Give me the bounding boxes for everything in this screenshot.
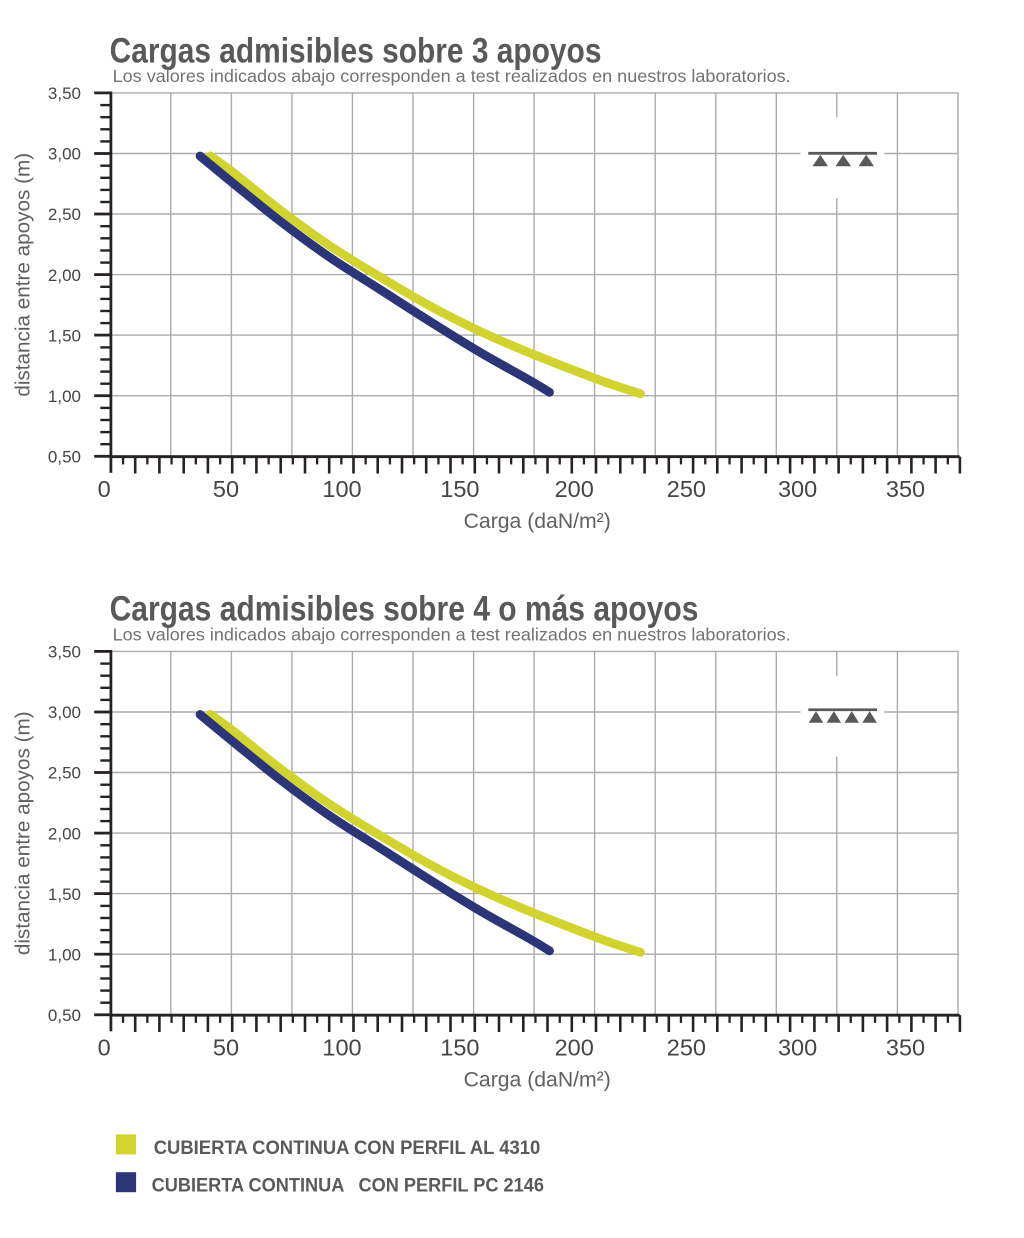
svg-text:300: 300: [778, 476, 817, 502]
svg-text:3,00: 3,00: [48, 145, 81, 164]
svg-text:3,50: 3,50: [48, 643, 81, 662]
svg-text:0,50: 0,50: [48, 1006, 81, 1025]
svg-text:Los valores indicados abajo co: Los valores indicados abajo corresponden…: [113, 625, 791, 645]
svg-text:3,00: 3,00: [48, 703, 81, 722]
svg-text:1,00: 1,00: [48, 387, 81, 406]
svg-text:100: 100: [322, 1035, 361, 1061]
svg-text:2,00: 2,00: [48, 266, 81, 285]
svg-text:Cargas admisibles sobre 3 apoy: Cargas admisibles sobre 3 apoyos: [110, 31, 602, 70]
svg-text:2,00: 2,00: [48, 824, 81, 843]
svg-text:50: 50: [213, 476, 239, 502]
svg-text:3,50: 3,50: [48, 84, 81, 103]
svg-text:250: 250: [667, 1035, 706, 1061]
svg-text:50: 50: [213, 1035, 239, 1061]
svg-text:0: 0: [98, 476, 111, 502]
svg-text:200: 200: [555, 476, 594, 502]
svg-text:CUBIERTA CONTINUA CON PERFIL: CUBIERTA CONTINUA CON PERFIL PC 2146: [152, 1174, 544, 1195]
svg-text:350: 350: [886, 476, 925, 502]
svg-text:250: 250: [667, 476, 706, 502]
svg-text:Carga (daN/m²): Carga (daN/m²): [464, 1069, 611, 1092]
svg-text:1,00: 1,00: [48, 945, 81, 964]
svg-text:0,50: 0,50: [48, 448, 81, 467]
svg-text:200: 200: [555, 1035, 594, 1061]
svg-text:2,50: 2,50: [48, 764, 81, 783]
svg-text:CUBIERTA CONTINUA CON PERFIL A: CUBIERTA CONTINUA CON PERFIL AL 4310: [154, 1137, 541, 1158]
svg-text:Cargas admisibles sobre 4 o má: Cargas admisibles sobre 4 o más apoyos: [110, 588, 699, 628]
svg-text:150: 150: [440, 1035, 479, 1061]
svg-text:distancia entre apoyos (m): distancia entre apoyos (m): [12, 153, 35, 397]
svg-text:Carga (daN/m²): Carga (daN/m²): [464, 510, 611, 533]
svg-text:1,50: 1,50: [48, 885, 81, 904]
svg-text:100: 100: [322, 476, 361, 502]
svg-text:0: 0: [98, 1035, 111, 1061]
svg-text:150: 150: [440, 476, 479, 502]
svg-text:300: 300: [778, 1035, 817, 1061]
svg-text:350: 350: [886, 1035, 925, 1061]
svg-text:distancia entre apoyos (m): distancia entre apoyos (m): [12, 711, 35, 955]
svg-text:Los valores indicados abajo co: Los valores indicados abajo corresponden…: [113, 66, 791, 86]
svg-text:2,50: 2,50: [48, 205, 81, 224]
svg-text:1,50: 1,50: [48, 326, 81, 345]
